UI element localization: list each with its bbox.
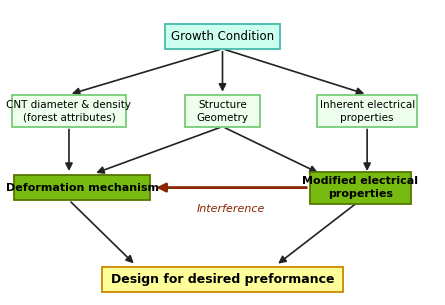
Text: CNT diameter & density
(forest attributes): CNT diameter & density (forest attribute…	[7, 100, 131, 123]
Text: Inherent electrical
properties: Inherent electrical properties	[320, 100, 415, 123]
FancyBboxPatch shape	[12, 95, 126, 127]
FancyBboxPatch shape	[311, 171, 411, 204]
Text: Growth Condition: Growth Condition	[171, 30, 274, 43]
Text: Deformation mechanism: Deformation mechanism	[6, 183, 159, 192]
Text: Design for desired preformance: Design for desired preformance	[111, 273, 334, 285]
Text: Interference: Interference	[196, 204, 265, 214]
Text: Structure
Geometry: Structure Geometry	[197, 100, 248, 123]
FancyBboxPatch shape	[165, 24, 280, 49]
FancyBboxPatch shape	[14, 175, 150, 200]
Text: Modified electrical
properties: Modified electrical properties	[303, 176, 418, 199]
FancyBboxPatch shape	[317, 95, 417, 127]
FancyBboxPatch shape	[185, 95, 260, 127]
FancyBboxPatch shape	[102, 267, 343, 292]
